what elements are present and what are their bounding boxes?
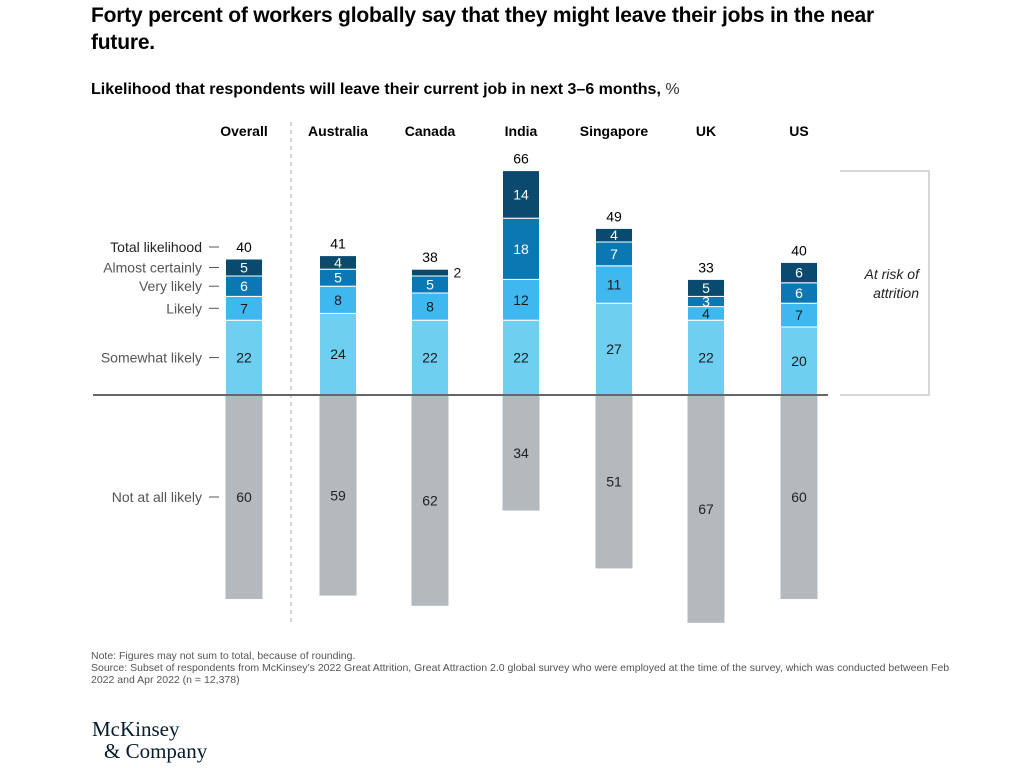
subtitle-text: Likelihood that respondents will leave t… [91,81,661,98]
data-label-not-at-all-likely-uk: 67 [698,501,714,517]
data-label-not-at-all-likely-canada: 62 [422,492,438,508]
data-label-almost-certainly-canada: 2 [454,265,462,281]
category-label-australia: Australia [308,123,368,139]
data-label-somewhat-likely-uk: 22 [698,350,714,366]
data-label-likely-overall: 7 [240,300,248,316]
data-label-almost-certainly-australia: 4 [334,254,342,270]
bar-segment-almost-certainly-overall [225,258,263,277]
bar-segment-almost-certainly-uk [687,278,725,297]
data-label-very-likely-singapore: 7 [610,246,618,262]
bar-segment-not-at-all-likely-singapore [595,395,633,569]
total-label-us: 40 [791,242,807,258]
total-label-canada: 38 [422,249,438,265]
bar-segment-almost-certainly-canada [411,268,449,277]
bar-segment-somewhat-likely-singapore [595,302,633,396]
bar-segment-likely-australia [319,285,357,314]
bar-segment-not-at-all-likely-overall [225,395,263,599]
data-label-very-likely-us: 6 [795,285,803,301]
bar-segment-almost-certainly-singapore [595,227,633,243]
at-risk-bracket [840,170,930,396]
data-label-not-at-all-likely-overall: 60 [236,489,252,505]
data-label-likely-uk: 4 [702,305,710,321]
bar-segment-somewhat-likely-overall [225,319,263,396]
data-label-almost-certainly-india: 14 [513,186,529,202]
legend-label-total-likelihood: Total likelihood [110,239,202,255]
bar-segment-somewhat-likely-canada [411,319,449,396]
data-label-somewhat-likely-us: 20 [791,353,807,369]
bar-segment-almost-certainly-india [502,170,540,219]
data-label-likely-australia: 8 [334,292,342,308]
footnote: Note: Figures may not sum to total, beca… [91,650,951,686]
subtitle-unit: % [665,81,680,98]
data-label-not-at-all-likely-australia: 59 [330,487,346,503]
data-label-very-likely-australia: 5 [334,270,342,286]
category-label-singapore: Singapore [580,123,649,139]
data-label-almost-certainly-us: 6 [795,265,803,281]
chart-subtitle: Likelihood that respondents will leave t… [91,81,680,99]
source-text: Source: Subset of respondents from McKin… [91,662,950,686]
bar-segment-almost-certainly-australia [319,255,357,270]
data-label-very-likely-canada: 5 [426,277,434,293]
bar-segment-not-at-all-likely-canada [411,395,449,606]
category-label-us: US [789,123,808,139]
total-label-uk: 33 [698,259,714,275]
legend-label-almost-certainly: Almost certainly [103,260,202,276]
category-label-overall: Overall [220,123,267,139]
data-label-very-likely-uk: 3 [702,294,710,310]
total-label-singapore: 49 [606,208,622,224]
total-label-india: 66 [513,151,529,167]
data-label-almost-certainly-uk: 5 [702,280,710,296]
data-label-likely-singapore: 11 [607,277,622,293]
data-label-not-at-all-likely-india: 34 [513,445,529,461]
mckinsey-logo: McKinsey & Company [92,718,207,762]
data-label-not-at-all-likely-us: 60 [791,489,807,505]
total-label-overall: 40 [236,239,252,255]
total-label-australia: 41 [330,236,346,252]
data-label-very-likely-overall: 6 [240,278,248,294]
bar-segment-almost-certainly-us [780,261,818,284]
data-label-somewhat-likely-singapore: 27 [606,341,622,357]
data-label-somewhat-likely-overall: 22 [236,350,252,366]
annotation-line-2: attrition [873,285,919,301]
bar-segment-not-at-all-likely-uk [687,395,725,623]
data-label-likely-canada: 8 [426,299,434,315]
data-label-likely-india: 12 [513,292,529,308]
data-label-almost-certainly-singapore: 4 [610,227,618,243]
bar-segment-not-at-all-likely-us [780,395,818,599]
legend-label-likely: Likely [166,300,202,316]
legend-label-somewhat-likely: Somewhat likely [101,350,202,366]
bar-segment-very-likely-india [502,217,540,280]
bar-segment-not-at-all-likely-india [502,395,540,511]
legend-label-not-at-all-likely: Not at all likely [112,489,202,505]
data-label-somewhat-likely-india: 22 [513,350,529,366]
chart-title: Forty percent of workers globally say th… [91,4,874,54]
bar-segment-likely-singapore [595,265,633,304]
data-label-somewhat-likely-australia: 24 [330,346,346,362]
bar-segment-likely-india [502,278,540,321]
legend-label-very-likely: Very likely [139,278,202,294]
logo-line-2: & Company [104,739,208,763]
data-label-somewhat-likely-canada: 22 [422,350,438,366]
bar-segment-not-at-all-likely-australia [319,395,357,596]
category-label-canada: Canada [405,123,456,139]
data-label-almost-certainly-overall: 5 [240,260,248,276]
logo-line-1: McKinsey [92,717,180,741]
data-label-not-at-all-likely-singapore: 51 [606,474,622,490]
data-label-very-likely-india: 18 [513,241,529,257]
data-label-likely-us: 7 [795,307,803,323]
note-text: Note: Figures may not sum to total, beca… [91,650,356,662]
category-label-india: India [505,123,538,139]
annotation-line-1: At risk of [864,266,922,282]
category-label-uk: UK [696,123,716,139]
bar-segment-likely-canada [411,292,449,321]
